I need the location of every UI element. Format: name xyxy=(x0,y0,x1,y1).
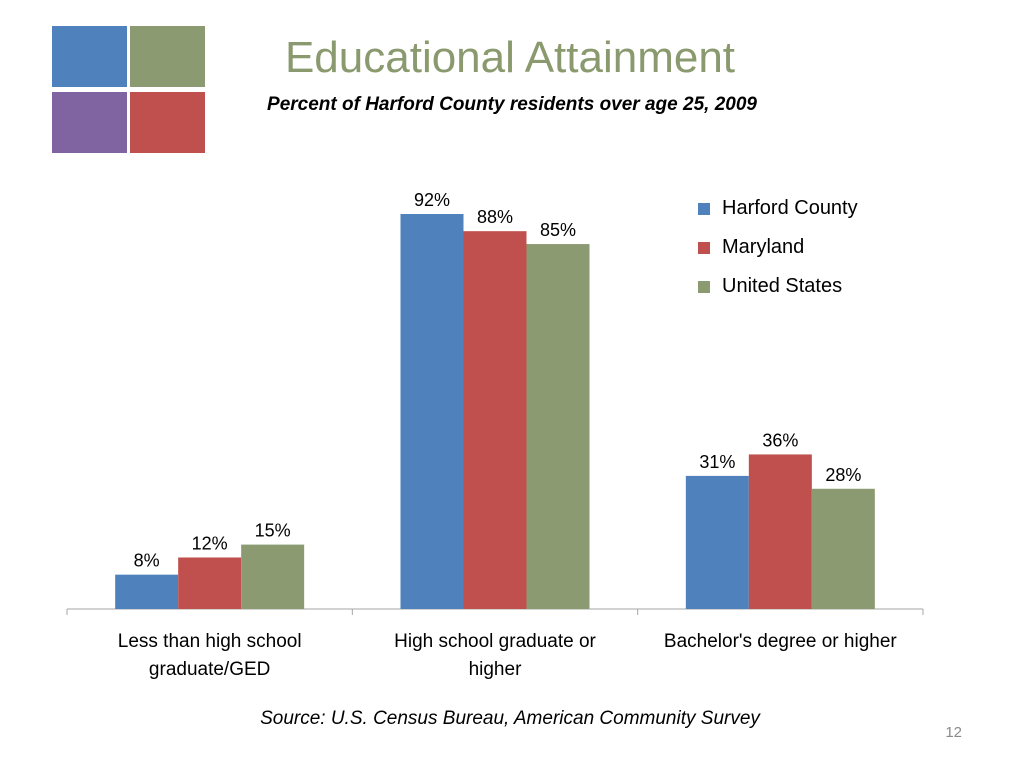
logo-tile-red xyxy=(130,92,205,153)
bar-chart: 8% 12% 15% Less than high school graduate/GE… xyxy=(66,190,924,680)
data-label-harford-county-1: 8% xyxy=(134,551,160,571)
logo-tile-green xyxy=(130,26,205,87)
logo-tiles xyxy=(52,26,205,153)
bar-united-states-3 xyxy=(811,488,875,609)
legend-swatch-harford-county xyxy=(698,203,710,215)
bar-harford-county-2 xyxy=(400,214,464,609)
category-label-3: Bachelor's degree or higher xyxy=(664,631,897,652)
bar-maryland-2 xyxy=(463,231,527,609)
bar-maryland-3 xyxy=(748,454,812,609)
page-number: 12 xyxy=(945,724,962,741)
category-label-2: High school graduate or xyxy=(394,631,596,652)
bar-united-states-2 xyxy=(526,244,590,609)
category-label-1: Less than high school xyxy=(118,631,302,652)
bar-maryland-1 xyxy=(178,557,242,609)
category-label-1: graduate/GED xyxy=(149,659,270,680)
logo-tile-blue xyxy=(52,26,127,87)
data-label-harford-county-2: 92% xyxy=(414,190,450,210)
legend-label-united-states: United States xyxy=(722,275,843,297)
bar-united-states-1 xyxy=(241,544,305,609)
legend-label-harford-county: Harford County xyxy=(722,197,858,219)
data-label-united-states-3: 28% xyxy=(825,465,861,485)
bar-harford-county-3 xyxy=(685,475,749,609)
data-label-maryland-3: 36% xyxy=(762,430,798,450)
source-note: Source: U.S. Census Bureau, American Com… xyxy=(260,708,760,729)
logo-tile-purple xyxy=(52,92,127,153)
data-label-united-states-2: 85% xyxy=(540,220,576,240)
data-label-maryland-1: 12% xyxy=(192,533,228,553)
legend-label-maryland: Maryland xyxy=(722,236,805,258)
slide-title: Educational Attainment xyxy=(284,33,736,82)
chart-subtitle: Percent of Harford County residents over… xyxy=(267,94,757,115)
legend-swatch-united-states xyxy=(698,281,710,293)
data-label-maryland-2: 88% xyxy=(477,207,513,227)
data-label-harford-county-3: 31% xyxy=(699,452,735,472)
data-label-united-states-1: 15% xyxy=(255,521,291,541)
legend-swatch-maryland xyxy=(698,242,710,254)
category-label-2: higher xyxy=(469,659,522,680)
bar-harford-county-1 xyxy=(115,574,179,609)
